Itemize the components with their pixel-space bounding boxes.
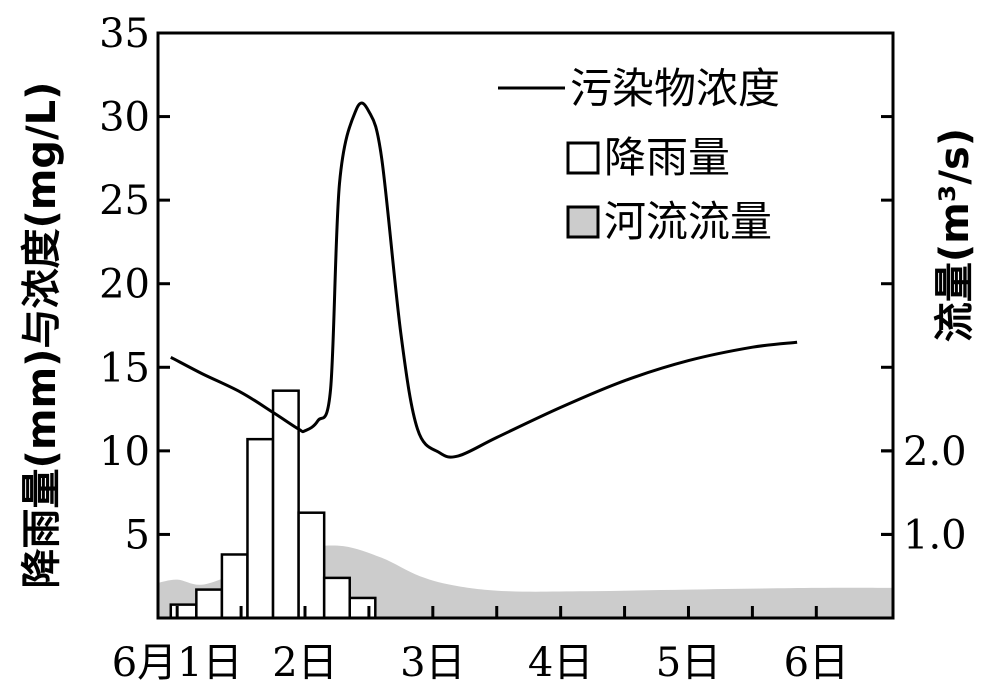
- x-axis-ticks: 6月1日 2日 3日 4日 5日 6日: [112, 606, 849, 686]
- x-tick-label-1: 2日: [272, 640, 337, 686]
- right-tick-label-1: 2.0: [903, 429, 967, 475]
- rainfall-bar-6: [322, 576, 351, 620]
- plot-frame: [156, 31, 895, 620]
- left-tick-label-4: 25: [99, 178, 150, 224]
- concentration-line-layer: [170, 101, 798, 459]
- left-tick-label-6: 35: [99, 11, 150, 57]
- x-tick-label-0: 6月1日: [112, 640, 243, 686]
- x-tick-label-3: 4日: [528, 640, 593, 686]
- rainfall-bar-4: [271, 389, 300, 620]
- left-axis-title: 降雨量(mm)与浓度(mg/L): [19, 82, 65, 589]
- x-tick-label-5: 6日: [784, 640, 849, 686]
- rainfall-bar-0: [169, 603, 198, 620]
- legend-label-flow: 河流流量: [604, 197, 772, 246]
- legend-rainfall-box: [566, 141, 600, 175]
- legend-flow-box: [566, 205, 600, 239]
- left-tick-label-1: 10: [99, 429, 150, 475]
- right-axis-title: 流量(m³/s): [932, 128, 978, 342]
- rainfall-bar-layer: [169, 389, 377, 620]
- left-tick-label-5: 30: [99, 95, 150, 141]
- concentration-line: [170, 101, 798, 459]
- rainfall-bar-7: [348, 596, 377, 620]
- legend-label-rainfall: 降雨量: [604, 133, 730, 182]
- right-tick-label-0: 1.0: [903, 512, 967, 558]
- rainfall-bar-1: [195, 588, 224, 620]
- right-axis-ticks: 1.0 2.0: [881, 31, 967, 558]
- left-tick-label-2: 15: [99, 345, 150, 391]
- legend: 污染物浓度 降雨量 河流流量: [498, 64, 780, 246]
- legend-label-concentration: 污染物浓度: [570, 64, 780, 113]
- rainfall-bar-3: [246, 437, 275, 620]
- rainfall-bar-2: [220, 553, 249, 620]
- left-tick-label-3: 20: [99, 262, 150, 308]
- left-tick-label-0: 5: [125, 512, 150, 558]
- x-tick-label-2: 3日: [400, 640, 465, 686]
- left-axis-ticks: 5 10 15 20 25 30 35: [99, 11, 170, 558]
- rainfall-bar-5: [297, 511, 326, 620]
- x-tick-label-4: 5日: [656, 640, 721, 686]
